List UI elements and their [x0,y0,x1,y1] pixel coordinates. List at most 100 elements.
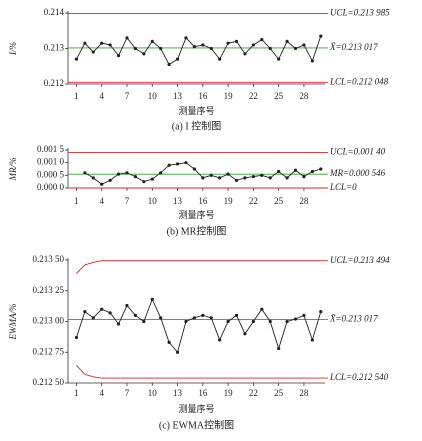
data-point [260,307,264,311]
y-axis-label: EWMA/% [8,304,18,341]
data-point [226,319,230,324]
data-point [226,172,230,176]
y-axis-label: I/% [8,42,18,56]
data-point [133,46,138,51]
data-point [108,311,112,315]
data-point [218,57,222,61]
data-point [251,319,255,324]
data-point [159,46,163,51]
control-limit-label: MR=0.000 546 [329,168,386,178]
data-point [175,57,180,61]
data-point [319,34,323,38]
x-tick-label: 7 [125,196,130,206]
y-tick-label: 0.213 [44,43,65,53]
data-point [116,322,121,326]
data-point [243,52,247,56]
x-tick-label: 13 [173,388,183,398]
data-point [218,176,222,180]
data-point [277,169,281,174]
y-tick-label: 0.213 50 [33,254,65,264]
x-tick-label: 25 [274,196,284,206]
data-point [116,54,121,58]
data-point [209,173,213,177]
data-line [76,35,322,66]
data-point [150,39,154,44]
data-point [83,171,87,175]
data-point [125,171,129,175]
x-tick-label: 25 [274,388,284,398]
data-point [251,43,255,47]
data-point [175,162,180,166]
data-point [167,62,171,67]
data-point [260,173,264,177]
data-point [74,335,79,340]
data-point [91,50,95,54]
data-point [74,57,79,61]
data-point [201,43,205,47]
data-point [116,172,121,176]
data-point [125,36,129,40]
data-point [209,46,213,51]
data-point [133,175,138,179]
data-point [184,36,188,40]
data-point [268,319,272,324]
x-tick-label: 28 [299,91,309,101]
control-limit-label: X̄=0.213 017 [329,42,378,52]
x-tick-label: 22 [249,91,258,101]
y-tick-label: 0.000 0 [37,182,65,192]
data-point [192,167,196,171]
x-tick-label: 4 [99,196,104,206]
data-point [100,307,104,311]
data-point [192,45,196,49]
data-point [285,176,289,180]
data-point [226,41,230,45]
control-limit-label: LCL=0.212 048 [329,76,389,86]
data-point [234,178,239,182]
data-point [285,39,289,44]
x-axis-label: 测量序号 [178,403,214,414]
y-tick-label: 0.214 [44,7,65,17]
control-limit-label: UCL=0.001 40 [330,147,386,157]
data-point [142,180,146,184]
control-limit-label: UCL=0.213 494 [330,255,390,265]
chart-caption: (b) MR控制图 [167,224,227,237]
data-point [100,41,104,45]
data-point [209,316,213,320]
control-limit-label: LCL=0.212 540 [329,372,389,382]
x-tick-label: 4 [99,388,104,398]
y-tick-label: 0.212 50 [33,377,65,387]
data-point [310,338,314,342]
data-point [91,176,95,180]
data-point [293,46,298,51]
data-point [192,316,196,320]
x-tick-label: 25 [274,91,284,101]
x-tick-label: 1 [74,91,79,101]
data-point [167,340,171,345]
data-point [243,176,247,180]
chart-caption: (c) EWMA控制图 [159,418,234,431]
x-tick-label: 7 [125,91,130,101]
data-point [302,313,306,317]
chart-caption: (a) I 控制图 [172,119,221,132]
x-tick-label: 28 [299,196,309,206]
data-point [268,176,272,180]
data-point [218,338,222,342]
data-point [201,176,205,180]
x-tick-label: 22 [249,196,258,206]
x-tick-label: 22 [249,388,258,398]
data-point [310,59,314,63]
x-tick-label: 13 [173,91,183,101]
y-tick-label: 0.212 75 [33,346,65,356]
x-tick-label: 19 [224,388,234,398]
control-limit-label: UCL=0.213 985 [330,8,390,18]
x-tick-label: 4 [99,91,104,101]
data-point [83,41,87,45]
data-point [234,313,239,317]
x-tick-label: 16 [198,91,208,101]
y-tick-label: 0.001 0 [37,157,65,167]
data-point [159,316,163,320]
data-point [142,52,146,56]
data-point [125,303,129,308]
data-point [184,161,188,165]
data-point [293,317,298,321]
